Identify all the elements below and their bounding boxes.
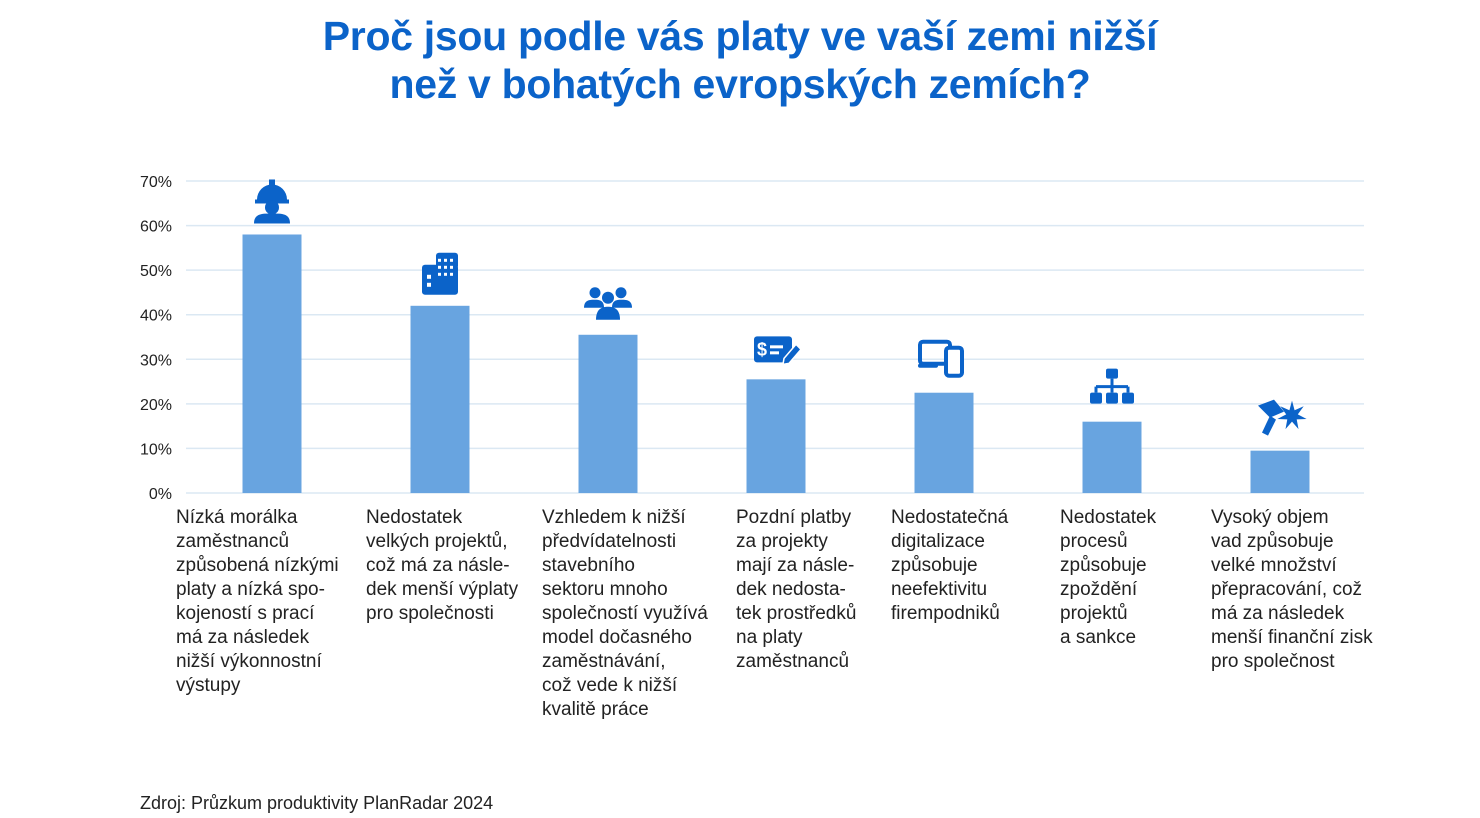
category-label: Pozdní platby za projekty mají za násle-de… [736,506,856,674]
y-tick-label: 30% [140,352,172,369]
bar [1082,421,1142,493]
category-label-line: platy a nízká spo- [176,579,325,600]
worker-helmet-icon [254,179,290,224]
category-label: Nedostatek procesů způsobuje zpoždění projek… [1060,506,1156,650]
category-label: Nedostatečná digitalizace způsobuje neefekt… [891,506,1008,626]
category-label-line: způsobuje [1060,555,1147,576]
category-label-line: a sankce [1060,627,1137,648]
y-tick-label: 70% [140,174,172,191]
category-label-line: výstupy [176,675,241,696]
category-label-line: na platy [736,627,803,648]
y-tick-label: 40% [140,308,172,325]
people-group-icon [584,287,632,320]
y-tick-label: 20% [140,397,172,414]
category-label-line: model dočasného [542,627,692,648]
category-label-line: kojeností s prací [176,603,315,624]
bar [914,392,974,493]
bar [410,305,470,493]
category-label-line: zpoždění [1060,579,1138,600]
category-label-line: nižší výkonnostní [176,651,322,672]
category-label-line: stavebního [542,555,635,576]
category-label-line: velkých projektů, [366,531,508,552]
bar [1250,450,1310,493]
category-label-line: což má za násle- [366,555,510,576]
hierarchy-icon [1090,368,1134,404]
category-label-line: pro společnosti [366,603,494,624]
category-label-line: zaměstnanců [736,651,850,672]
category-label: Nízká morálka zaměstnanců způsobená nízkým… [176,506,339,698]
category-label-line: způsobená nízkými [176,555,339,576]
category-label-line: pro společnost [1211,651,1335,672]
category-label-line: velké množství [1211,555,1337,576]
category-label-line: způsobuje [891,555,978,576]
svg-text:$: $ [757,339,767,359]
category-label: Vzhledem k nižší předvídatelnosti stavební… [542,506,708,722]
category-label-line: mají za násle- [736,555,855,576]
hammer-spark-icon [1258,399,1307,436]
category-label-line: má za následek [1211,603,1345,624]
y-tick-label: 0% [149,486,172,503]
category-label-line: firempodniků [891,603,1000,624]
category-label-line: menší finanční zisk [1211,627,1373,648]
category-label-line: dek menší výplaty [366,579,519,600]
category-label-line: Vysoký objem [1211,507,1329,528]
bar [578,334,638,493]
category-label-line: předvídatelnosti [542,531,677,552]
category-label-line: dek nedosta- [736,579,846,600]
building-icon [422,252,458,295]
category-label-line: sektoru mnoho [542,579,668,600]
category-label-line: Nedostatek [1060,507,1157,528]
category-label-line: tek prostředků [736,603,857,624]
y-tick-label: 60% [140,219,172,236]
category-label: Nedostatek velkých projektů, což má za nás… [366,506,518,626]
category-label-line: zaměstnanců [176,531,290,552]
bar [242,234,302,493]
category-label-line: zaměstnávání, [542,651,666,672]
category-label-line: což vede k nižší [542,675,678,696]
source-note: Zdroj: Průzkum produktivity PlanRadar 20… [140,793,494,813]
category-label-line: Nedostatečná [891,507,1009,528]
category-label-line: Nízká morálka [176,507,298,528]
chart-title-line-1: Proč jsou podle vás platy ve vaší zemi n… [322,13,1158,59]
chart-title: Proč jsou podle vás platy ve vaší zemi n… [0,12,1480,108]
y-tick-label: 50% [140,263,172,280]
category-label-line: vad způsobuje [1211,531,1334,552]
payment-card-icon: $ [754,336,803,366]
category-label-line: projektů [1060,603,1128,624]
category-label: Vysoký objem vad způsobuje velké množství p… [1211,506,1373,674]
category-label-line: procesů [1060,531,1128,552]
category-label-line: má za následek [176,627,310,648]
devices-icon [918,339,964,378]
bar [746,379,806,493]
category-label-line: neefektivitu [891,579,988,600]
category-label-line: Vzhledem k nižší [542,507,686,528]
category-label-line: přepracování, což [1211,579,1363,600]
category-label-line: kvalitě práce [542,699,649,720]
category-label-line: Pozdní platby [736,507,852,528]
category-label-line: digitalizace [891,531,985,552]
category-label-line: Nedostatek [366,507,463,528]
category-label-line: společností využívá [542,603,708,624]
y-tick-label: 10% [140,441,172,458]
chart-title-line-2: než v bohatých evropských zemích? [389,61,1091,107]
category-label-line: za projekty [736,531,828,552]
